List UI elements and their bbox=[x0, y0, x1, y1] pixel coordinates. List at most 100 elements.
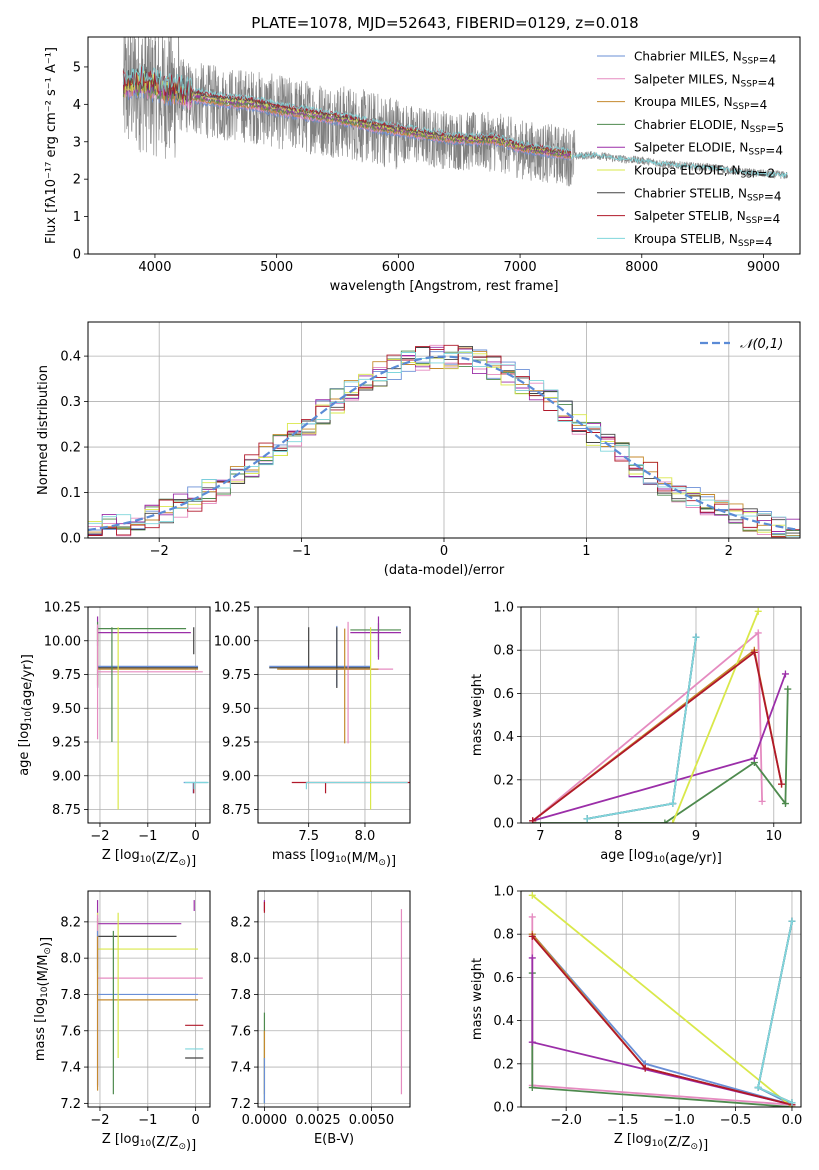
weight-marker bbox=[641, 1064, 649, 1072]
gaussian-curve bbox=[88, 355, 800, 532]
x-tick-label: 0.0050 bbox=[349, 1113, 395, 1128]
x-tick-label: 2 bbox=[725, 544, 733, 559]
weight-marker bbox=[583, 815, 591, 823]
legend-label: Salpeter ELODIE, NSSP=4 bbox=[634, 141, 783, 158]
y-tick-label: 0.4 bbox=[493, 1014, 514, 1029]
weight-marker bbox=[528, 913, 536, 921]
plot-area bbox=[521, 891, 801, 1107]
axes-frame bbox=[87, 606, 211, 824]
x-axis-label: Z [log10(Z/Z⊙)] bbox=[614, 1132, 708, 1153]
weight-marker bbox=[750, 648, 758, 656]
y-tick-label: 9.25 bbox=[222, 736, 251, 751]
legend-label: Chabrier ELODIE, NSSP=5 bbox=[634, 118, 784, 135]
x-tick-label: 9 bbox=[692, 829, 700, 844]
y-axis-label: mass weight bbox=[470, 958, 485, 1040]
legend-label: Kroupa ELODIE, NSSP=2 bbox=[634, 164, 775, 181]
axes-frame bbox=[257, 606, 411, 824]
axes-weight-vs-Z: −2.0 −1.5 −1.0 −0.5 0.0 0.0 0.2 0.4 0.6 0.8 1.0 Z [… bbox=[470, 885, 802, 1154]
weight-line-1 bbox=[531, 916, 793, 1106]
y-axis-label: Flux [fλ10⁻¹⁷ erg cm⁻² s⁻¹ A⁻¹] bbox=[44, 47, 59, 244]
y-tick-label: 0.6 bbox=[493, 971, 514, 986]
x-tick-label: 7000 bbox=[504, 260, 537, 275]
weight-marker bbox=[528, 932, 536, 940]
y-tick-label: 9.00 bbox=[222, 769, 251, 784]
plot-area bbox=[88, 322, 800, 538]
legend-label: Kroupa STELIB, NSSP=4 bbox=[634, 232, 772, 249]
axes-age-vs-mass: 7.5 8.0 8.75 9.00 9.25 9.50 9.75 10.00 10.25 mass… bbox=[214, 601, 411, 869]
x-tick-label: 10 bbox=[766, 829, 783, 844]
weight-marker bbox=[754, 629, 762, 637]
errorbar-point bbox=[96, 918, 177, 973]
weight-marker bbox=[750, 754, 758, 762]
legend-label: Salpeter MILES, NSSP=4 bbox=[634, 72, 775, 89]
weight-marker bbox=[692, 633, 700, 641]
weight-line-3 bbox=[532, 689, 789, 823]
weight-marker bbox=[781, 800, 789, 808]
weight-marker bbox=[788, 1099, 796, 1107]
weight-marker bbox=[529, 817, 537, 823]
y-tick-label: 10.25 bbox=[44, 601, 81, 616]
weight-marker bbox=[758, 797, 766, 805]
y-tick-label: 7.8 bbox=[60, 988, 81, 1003]
x-tick-label: 5000 bbox=[260, 260, 293, 275]
weight-marker bbox=[528, 1084, 536, 1092]
axes-mass-vs-Z: −2 −1 0 7.2 7.4 7.6 7.8 8.0 8.2 Z [log10(Z/Z⊙)] ma… bbox=[33, 890, 211, 1153]
x-axis-label: E(B-V) bbox=[314, 1132, 354, 1147]
axes-frame bbox=[520, 890, 802, 1108]
x-tick-label: −2 bbox=[150, 544, 169, 559]
y-tick-label: 0.3 bbox=[60, 395, 81, 410]
y-tick-label: 0.1 bbox=[60, 486, 81, 501]
errorbar-point bbox=[269, 625, 371, 687]
axes-spectrum: 4000 5000 6000 7000 8000 9000 0 1 2 3 4 5 wavelength… bbox=[44, 36, 801, 294]
x-tick-label: 0.0 bbox=[782, 1113, 803, 1128]
weight-marker bbox=[661, 819, 669, 823]
x-tick-label: −1.5 bbox=[607, 1113, 639, 1128]
y-tick-label: 7.6 bbox=[60, 1024, 81, 1039]
weight-marker bbox=[754, 607, 762, 615]
y-tick-label: 0.2 bbox=[493, 1057, 514, 1072]
weight-line-8 bbox=[757, 921, 793, 1104]
weight-marker bbox=[754, 1084, 762, 1092]
plot-area bbox=[88, 607, 210, 823]
x-tick-label: −2.0 bbox=[550, 1113, 582, 1128]
y-tick-label: 0.4 bbox=[60, 350, 81, 365]
x-tick-label: 0 bbox=[192, 1113, 200, 1128]
axes-frame bbox=[520, 606, 802, 824]
y-tick-label: 0.2 bbox=[493, 773, 514, 788]
errorbar-point bbox=[96, 936, 199, 1091]
y-tick-label: 8.2 bbox=[60, 915, 81, 930]
plot-area bbox=[122, 37, 788, 187]
legend-label: Chabrier STELIB, NSSP=4 bbox=[634, 186, 782, 203]
x-axis-label: Z [log10(Z/Z⊙)] bbox=[102, 848, 196, 869]
x-tick-label: 1 bbox=[582, 544, 590, 559]
axes-residuals: −2 −1 0 1 2 0.0 0.1 0.2 0.3 0.4 (data-model)/error… bbox=[36, 321, 801, 578]
x-tick-label: 8 bbox=[614, 829, 622, 844]
y-tick-label: 9.75 bbox=[52, 668, 81, 683]
model-spectrum-8 bbox=[122, 65, 572, 154]
weight-marker bbox=[528, 891, 536, 899]
errorbar-point bbox=[350, 616, 401, 660]
legend-label: Salpeter STELIB, NSSP=4 bbox=[634, 209, 780, 226]
x-tick-label: −2 bbox=[90, 1113, 109, 1128]
y-tick-label: 0.0 bbox=[493, 817, 514, 832]
y-tick-label: 0.8 bbox=[493, 928, 514, 943]
y-tick-label: 3 bbox=[73, 135, 81, 150]
weight-line-5 bbox=[531, 894, 793, 1107]
legend-label: Chabrier MILES, NSSP=4 bbox=[634, 50, 776, 67]
y-tick-label: 10.00 bbox=[44, 634, 81, 649]
x-tick-label: 0.0000 bbox=[242, 1113, 288, 1128]
errorbar-point bbox=[96, 621, 187, 643]
y-tick-label: 0.2 bbox=[60, 441, 81, 456]
x-tick-label: −1.0 bbox=[663, 1113, 695, 1128]
axes-frame bbox=[257, 890, 411, 1108]
weight-marker bbox=[528, 954, 536, 962]
y-tick-label: 7.2 bbox=[230, 1097, 251, 1112]
x-tick-label: 7 bbox=[536, 829, 544, 844]
y-tick-label: 10.25 bbox=[214, 601, 251, 616]
weight-line-5 bbox=[671, 610, 760, 823]
y-tick-label: 0.6 bbox=[493, 687, 514, 702]
x-tick-label: −1 bbox=[138, 1113, 157, 1128]
x-tick-label: 9000 bbox=[747, 260, 780, 275]
y-tick-label: 1 bbox=[73, 210, 81, 225]
